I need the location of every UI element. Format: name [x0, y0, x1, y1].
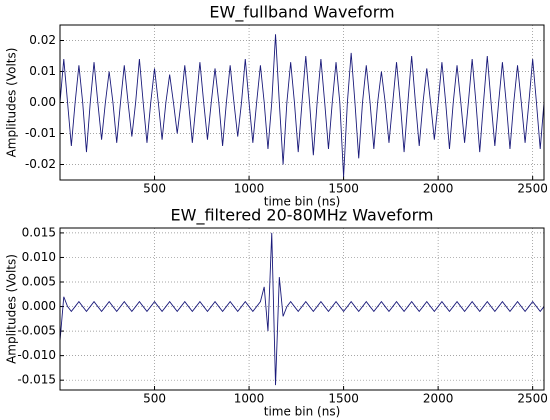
x-tick-label: 1500: [328, 392, 359, 406]
x-axis-label: time bin (ns): [264, 195, 341, 209]
x-tick-label: 1000: [234, 182, 265, 196]
y-axis-label: Amplitudes (Volts): [5, 48, 19, 158]
y-tick-label: 0.005: [22, 275, 56, 289]
plot-frame: [59, 227, 545, 391]
y-tick-label: 0.00: [29, 95, 56, 109]
chart-title: EW_filtered 20-80MHz Waveform: [171, 206, 434, 226]
y-tick-label: -0.01: [25, 126, 56, 140]
x-tick-label: 2500: [517, 392, 548, 406]
y-tick-label: 0.000: [22, 299, 56, 313]
waveform-line: [59, 232, 545, 386]
y-axis-label: Amplitudes (Volts): [5, 254, 19, 364]
y-tick-label: 0.015: [22, 225, 56, 239]
x-tick-label: 1500: [328, 182, 359, 196]
y-tick-label: 0.010: [22, 250, 56, 264]
y-tick-label: -0.005: [17, 324, 56, 338]
plot-frame: [59, 24, 545, 181]
x-tick-label: 2500: [517, 182, 548, 196]
x-tick-label: 1000: [234, 392, 265, 406]
chart-title: EW_fullband Waveform: [209, 3, 394, 23]
x-tick-label: 500: [143, 182, 166, 196]
y-tick-label: -0.010: [17, 348, 56, 362]
x-tick-label: 500: [143, 392, 166, 406]
x-axis-label: time bin (ns): [264, 405, 341, 419]
waveform-line: [59, 34, 545, 177]
y-tick-label: -0.02: [25, 157, 56, 171]
y-tick-label: 0.01: [29, 64, 56, 78]
x-tick-label: 2000: [423, 182, 454, 196]
y-tick-label: 0.02: [29, 33, 56, 47]
y-tick-label: -0.015: [17, 373, 56, 387]
x-tick-label: 2000: [423, 392, 454, 406]
